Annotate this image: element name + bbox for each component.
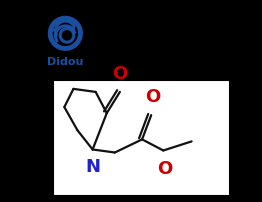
- Text: Didou: Didou: [47, 57, 84, 67]
- Text: O: O: [112, 65, 128, 83]
- Text: O: O: [146, 88, 161, 106]
- Text: N: N: [85, 158, 101, 176]
- FancyBboxPatch shape: [53, 80, 230, 196]
- Text: O: O: [157, 160, 172, 178]
